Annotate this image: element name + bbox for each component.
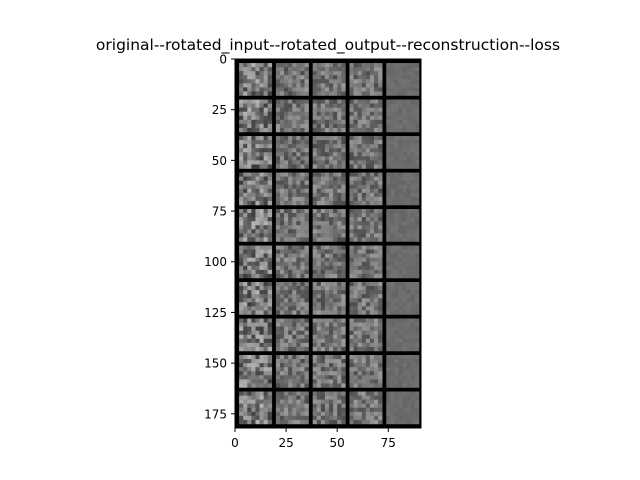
tile-loss-2 — [386, 136, 420, 169]
tile-rotated_input-8 — [275, 355, 309, 388]
tile-rotated_output-3 — [312, 172, 346, 206]
tile-original-6 — [239, 282, 273, 315]
tile-rotated_input-9 — [275, 391, 309, 425]
y-tick-label: 75 — [212, 205, 227, 219]
tile-reconstruction-5 — [349, 245, 383, 279]
tile-rotated_input-5 — [275, 245, 309, 279]
tile-original-4 — [239, 209, 273, 242]
tile-rotated_output-2 — [312, 136, 346, 169]
image-grid — [235, 59, 421, 428]
tile-original-8 — [239, 355, 273, 388]
y-tick-label: 150 — [204, 357, 227, 371]
tile-reconstruction-1 — [349, 99, 383, 133]
tile-loss-9 — [386, 391, 420, 425]
tile-reconstruction-4 — [349, 209, 383, 242]
tile-original-3 — [239, 172, 273, 206]
tile-rotated_output-1 — [312, 99, 346, 133]
x-tick-label: 75 — [381, 436, 396, 450]
tile-rotated_output-0 — [312, 63, 346, 96]
tile-rotated_output-7 — [312, 318, 346, 352]
tile-rotated_input-0 — [275, 63, 309, 96]
tile-rotated_input-3 — [275, 172, 309, 206]
tile-loss-5 — [386, 245, 420, 279]
chart-title: original--rotated_input--rotated_output-… — [96, 36, 560, 55]
x-tick-label: 50 — [330, 436, 345, 450]
x-tick-label: 25 — [278, 436, 293, 450]
tile-rotated_output-9 — [312, 391, 346, 425]
tile-reconstruction-7 — [349, 318, 383, 352]
tile-rotated_input-2 — [275, 136, 309, 169]
tile-loss-6 — [386, 282, 420, 315]
tile-loss-0 — [386, 63, 420, 96]
y-tick-label: 125 — [204, 306, 227, 320]
tile-original-0 — [239, 63, 273, 96]
tile-reconstruction-8 — [349, 355, 383, 388]
tile-loss-8 — [386, 355, 420, 388]
y-tick-label: 50 — [212, 154, 227, 168]
x-tick-label: 0 — [231, 436, 239, 450]
y-tick-label: 100 — [204, 255, 227, 269]
tile-loss-7 — [386, 318, 420, 352]
tile-rotated_input-4 — [275, 209, 309, 242]
tile-original-5 — [239, 245, 273, 279]
y-tick-label: 0 — [219, 53, 227, 67]
y-tick-label: 175 — [204, 407, 227, 421]
tile-rotated_output-4 — [312, 209, 346, 242]
tile-rotated_input-1 — [275, 99, 309, 133]
tile-loss-1 — [386, 99, 420, 133]
tile-rotated_output-6 — [312, 282, 346, 315]
tile-reconstruction-6 — [349, 282, 383, 315]
tile-original-9 — [239, 391, 273, 425]
tile-reconstruction-2 — [349, 136, 383, 169]
tile-rotated_output-8 — [312, 355, 346, 388]
tile-reconstruction-9 — [349, 391, 383, 425]
tile-rotated_input-7 — [275, 318, 309, 352]
axes: 0 25 50 75 0 25 50 75 100 125 150 175 — [204, 53, 422, 450]
tile-rotated_input-6 — [275, 282, 309, 315]
axes-frame — [234, 58, 422, 429]
tile-reconstruction-3 — [349, 172, 383, 206]
tile-original-1 — [239, 99, 273, 133]
tile-reconstruction-0 — [349, 63, 383, 96]
y-tick-label: 25 — [212, 103, 227, 117]
tile-rotated_output-5 — [312, 245, 346, 279]
tile-loss-4 — [386, 209, 420, 242]
tile-original-7 — [239, 318, 273, 352]
tile-original-2 — [239, 136, 273, 169]
tile-loss-3 — [386, 172, 420, 206]
